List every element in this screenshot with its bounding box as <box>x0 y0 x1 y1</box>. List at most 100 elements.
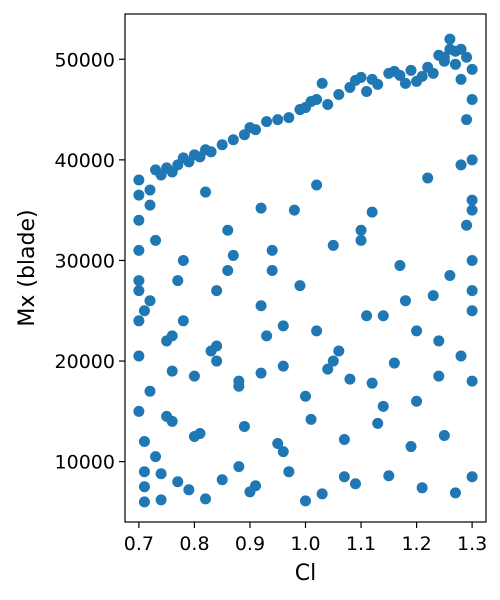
data-point <box>388 357 400 369</box>
data-point <box>144 385 156 397</box>
data-point <box>355 71 367 83</box>
data-point <box>361 85 373 97</box>
data-point <box>194 427 206 439</box>
data-point <box>311 179 323 191</box>
data-point <box>338 434 350 446</box>
data-point <box>405 64 417 76</box>
data-point <box>227 134 239 146</box>
data-point <box>311 94 323 105</box>
data-point <box>344 373 356 385</box>
data-point <box>433 370 445 382</box>
data-point <box>466 204 478 216</box>
x-tick-label: 1.3 <box>457 533 487 555</box>
data-point <box>377 310 389 322</box>
data-point <box>394 69 406 81</box>
data-point <box>461 219 473 231</box>
data-point <box>216 474 228 486</box>
data-point <box>188 370 200 382</box>
data-point <box>205 146 217 158</box>
data-point <box>444 33 456 45</box>
data-point <box>255 300 267 312</box>
data-point <box>233 380 245 392</box>
data-point <box>222 224 234 236</box>
data-point <box>466 194 478 206</box>
axes <box>119 13 487 528</box>
data-point <box>133 174 145 186</box>
data-point <box>461 51 473 63</box>
data-point <box>133 405 145 417</box>
data-point <box>155 468 167 480</box>
data-point <box>455 73 467 85</box>
data-point <box>433 335 445 347</box>
data-point <box>455 350 467 362</box>
data-point <box>466 305 478 317</box>
data-point <box>288 204 300 216</box>
x-axis-label: Cl <box>295 561 316 586</box>
data-point <box>166 330 178 342</box>
data-point <box>255 202 267 214</box>
data-point <box>355 234 367 246</box>
data-point <box>372 78 384 90</box>
data-point <box>138 496 150 508</box>
data-point <box>383 470 395 482</box>
data-point <box>466 471 478 483</box>
data-point <box>200 186 212 198</box>
data-point <box>416 70 428 82</box>
data-point <box>144 184 156 196</box>
data-point <box>277 446 289 458</box>
data-point <box>394 259 406 271</box>
data-point <box>366 206 378 218</box>
data-point <box>144 199 156 211</box>
data-point <box>261 116 273 128</box>
data-point <box>277 360 289 372</box>
data-point <box>150 234 162 246</box>
data-point <box>133 315 145 327</box>
y-tick-label: 50000 <box>55 49 115 71</box>
data-point <box>444 270 456 282</box>
x-tick-label: 1.1 <box>346 533 376 555</box>
data-point <box>250 480 262 492</box>
data-point <box>427 290 439 302</box>
data-point <box>411 325 423 337</box>
data-point <box>283 466 295 478</box>
y-tick-label: 10000 <box>55 452 115 474</box>
data-point <box>466 285 478 297</box>
data-point <box>466 63 478 75</box>
data-point <box>172 275 184 287</box>
data-point <box>238 420 250 432</box>
y-tick-label: 30000 <box>55 250 115 272</box>
data-point <box>461 114 473 126</box>
data-point <box>133 350 145 362</box>
data-point <box>355 224 367 236</box>
data-point <box>250 124 262 136</box>
data-point <box>399 77 411 89</box>
data-point <box>416 482 428 494</box>
data-point <box>333 88 345 100</box>
data-point <box>144 295 156 307</box>
data-point <box>133 285 145 297</box>
data-point <box>300 495 311 507</box>
data-point <box>466 94 478 105</box>
data-point <box>372 417 384 429</box>
data-point <box>155 494 167 506</box>
data-point <box>272 114 284 126</box>
data-point <box>255 367 267 379</box>
y-tick-label: 20000 <box>55 351 115 373</box>
data-point <box>405 441 417 453</box>
data-point <box>338 471 350 483</box>
data-point <box>455 43 467 55</box>
data-point <box>211 355 223 367</box>
data-point <box>222 265 234 277</box>
data-point <box>161 410 173 422</box>
data-point <box>449 487 461 499</box>
data-point <box>455 159 467 171</box>
data-point <box>399 295 411 307</box>
plot-frame <box>124 13 487 523</box>
data-point <box>411 395 423 407</box>
data-point <box>327 355 339 367</box>
data-point <box>133 275 145 287</box>
data-point <box>150 451 162 463</box>
data-point <box>227 249 239 261</box>
data-point <box>183 484 195 496</box>
